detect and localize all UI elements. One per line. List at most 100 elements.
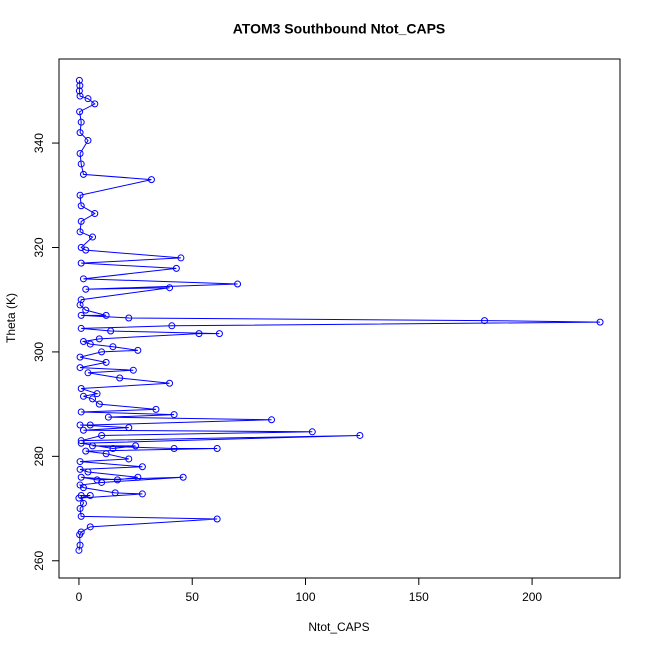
data-point: [76, 465, 84, 473]
data-point: [76, 92, 84, 100]
data-point: [177, 254, 185, 262]
data-point: [84, 136, 92, 144]
data-point: [111, 489, 119, 497]
data-point: [147, 176, 155, 184]
data-point: [89, 395, 97, 403]
data-point: [77, 512, 85, 520]
data-point: [91, 100, 99, 108]
data-point: [77, 324, 85, 332]
data-point: [166, 284, 174, 292]
data-point: [79, 337, 87, 345]
data-point: [138, 490, 146, 498]
data-point: [134, 473, 142, 481]
data-point: [125, 314, 133, 322]
data-point: [82, 447, 90, 455]
data-point: [89, 233, 97, 241]
data-point: [76, 481, 84, 489]
data-point: [213, 515, 221, 523]
data-point: [77, 408, 85, 416]
data-point: [77, 243, 85, 251]
data-point: [95, 400, 103, 408]
data-point: [77, 311, 85, 319]
data-point: [77, 118, 85, 126]
data-point: [86, 340, 94, 348]
data-point: [76, 541, 84, 549]
data-point: [77, 259, 85, 267]
y-tick-label: 340: [32, 133, 46, 153]
data-point: [84, 468, 92, 476]
data-point: [77, 384, 85, 392]
data-point: [76, 353, 84, 361]
data-point: [75, 76, 83, 84]
data-point: [76, 228, 84, 236]
data-point: [82, 306, 90, 314]
data-point: [98, 348, 106, 356]
data-point: [104, 413, 112, 421]
data-point: [152, 405, 160, 413]
data-point: [308, 428, 316, 436]
data-point: [138, 463, 146, 471]
data-point: [125, 455, 133, 463]
data-point: [215, 330, 223, 338]
data-point: [77, 217, 85, 225]
data-point: [76, 82, 84, 90]
x-tick-label: 0: [76, 590, 83, 604]
data-point: [76, 150, 84, 158]
data-point: [86, 421, 94, 429]
data-point: [75, 494, 83, 502]
plot-frame: [58, 58, 621, 579]
data-point: [172, 264, 180, 272]
x-tick-label: 200: [522, 590, 542, 604]
data-point: [481, 317, 489, 325]
data-point: [75, 546, 83, 554]
data-point: [195, 330, 203, 338]
data-point: [116, 374, 124, 382]
data-point: [93, 390, 101, 398]
y-tick-label: 300: [32, 342, 46, 362]
data-point: [76, 505, 84, 513]
data-point: [213, 445, 221, 453]
data-point: [84, 95, 92, 103]
data-point: [129, 366, 137, 374]
chart-title: ATOM3 Southbound Ntot_CAPS: [233, 21, 446, 37]
data-point: [76, 421, 84, 429]
data-point: [76, 108, 84, 116]
data-point: [77, 473, 85, 481]
data-point: [89, 442, 97, 450]
data-point: [134, 346, 142, 354]
data-point: [125, 424, 133, 432]
y-tick-label: 320: [32, 237, 46, 257]
data-point: [102, 358, 110, 366]
data-point: [77, 437, 85, 445]
data-point: [86, 492, 94, 500]
data-point: [79, 392, 87, 400]
data-point: [93, 476, 101, 484]
data-point: [76, 301, 84, 309]
data-point: [77, 528, 85, 536]
data-point: [79, 275, 87, 283]
data-point: [79, 426, 87, 434]
data-point: [102, 450, 110, 458]
data-point: [170, 445, 178, 453]
data-point: [109, 343, 117, 351]
data-point: [166, 379, 174, 387]
data-point: [95, 335, 103, 343]
data-point: [77, 160, 85, 168]
data-point: [98, 431, 106, 439]
data-point: [75, 87, 83, 95]
data-point: [79, 499, 87, 507]
data-point: [596, 318, 604, 326]
data-point: [77, 202, 85, 210]
data-point: [79, 170, 87, 178]
data-point: [268, 416, 276, 424]
data-point: [170, 411, 178, 419]
data-point: [77, 439, 85, 447]
data-point: [107, 327, 115, 335]
data-point: [91, 210, 99, 218]
data-point: [234, 280, 242, 288]
y-axis-label: Theta (K): [4, 293, 18, 343]
y-tick-label: 260: [32, 550, 46, 570]
x-tick-label: 150: [409, 590, 429, 604]
data-point: [109, 445, 117, 453]
